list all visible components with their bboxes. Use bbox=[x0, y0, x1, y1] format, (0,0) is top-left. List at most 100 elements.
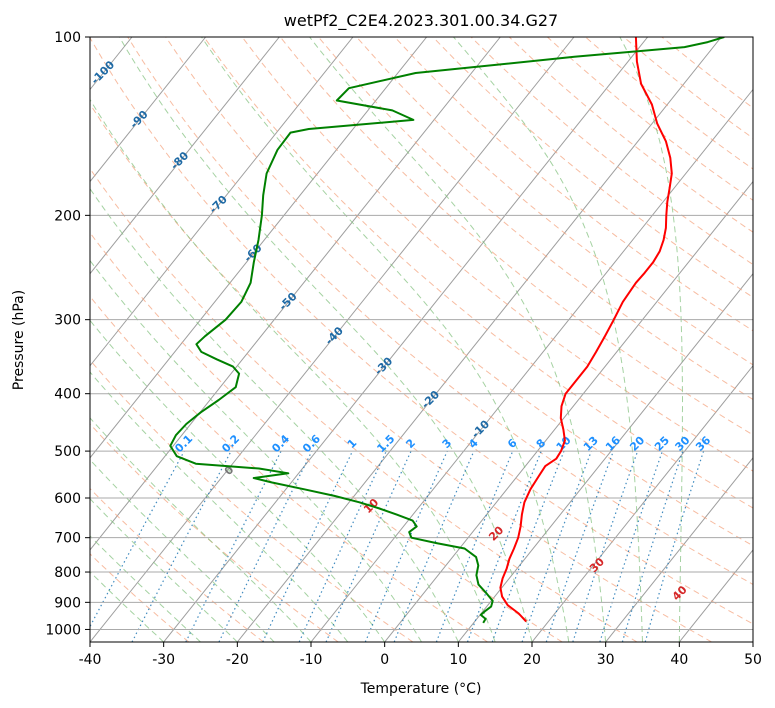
dry-adiabat-line bbox=[90, 295, 488, 642]
isotherm-line bbox=[90, 37, 501, 551]
y-tick-label: 200 bbox=[54, 208, 81, 224]
isotherm-line bbox=[678, 549, 753, 642]
mixing-ratio-label: 0.4 bbox=[269, 432, 292, 455]
series-line bbox=[499, 37, 673, 623]
dry-adiabat-line bbox=[90, 103, 712, 642]
chart-title: wetPf2_C2E4.2023.301.00.34.G27 bbox=[284, 11, 558, 31]
mixing-ratio-line bbox=[325, 450, 412, 642]
y-tick-label: 400 bbox=[54, 387, 81, 403]
isotherm-line bbox=[90, 37, 207, 183]
mixing-ratio-line bbox=[262, 450, 354, 642]
x-tick-label: -20 bbox=[226, 652, 249, 668]
dry-adiabat-line bbox=[165, 37, 753, 547]
dry-adiabat-label: -50 bbox=[276, 290, 299, 313]
dry-adiabat-line bbox=[127, 37, 753, 586]
moist-adiabat-line bbox=[90, 98, 496, 642]
mixing-ratio-lines bbox=[90, 450, 705, 642]
mixing-ratio-line bbox=[298, 450, 387, 642]
x-tick-label: 20 bbox=[523, 652, 541, 668]
mixing-ratio-label: 1 bbox=[345, 436, 360, 451]
isotherm-line bbox=[90, 37, 428, 459]
mixing-ratio-line bbox=[218, 450, 313, 642]
reference-line-labels: -100-90-80-70-60-50-40-30-20-100.1 0.2 0.4… bbox=[89, 58, 713, 603]
dry-adiabat-label: -30 bbox=[372, 354, 395, 377]
y-tick-label: 1000 bbox=[45, 622, 81, 638]
y-axis-ticks: 100 200 300 400 500 600 700 800 900 1000 bbox=[45, 30, 90, 638]
x-tick-label: -10 bbox=[300, 652, 323, 668]
mixing-ratio-line bbox=[599, 450, 663, 642]
y-tick-label: 100 bbox=[54, 30, 81, 46]
dry-adiabat-line bbox=[508, 37, 753, 233]
mixing-ratio-label: 0.6 bbox=[300, 432, 323, 455]
moist-adiabat-line bbox=[90, 535, 201, 642]
isotherm-line bbox=[384, 180, 753, 642]
isotherm-line bbox=[236, 37, 722, 642]
x-tick-label: 30 bbox=[597, 652, 615, 668]
moist-adiabat-line bbox=[201, 37, 570, 642]
mixing-ratio-line bbox=[572, 450, 639, 642]
mixing-ratio-label: 0.2 bbox=[219, 432, 242, 455]
dry-adiabat-line bbox=[318, 37, 753, 401]
series-line bbox=[169, 37, 725, 624]
dry-adiabat-label: -70 bbox=[207, 193, 230, 216]
mixing-ratio-line bbox=[621, 450, 684, 642]
mixing-ratio-line bbox=[644, 450, 705, 642]
x-axis-label: Temperature (°C) bbox=[360, 681, 482, 697]
moist-adiabat-line bbox=[90, 259, 422, 642]
dry-adiabat-lines bbox=[90, 37, 753, 642]
mixing-ratio-label: 2 bbox=[403, 436, 418, 451]
x-tick-label: 10 bbox=[449, 652, 467, 668]
profile-series bbox=[169, 37, 725, 624]
moist-adiabat-line bbox=[619, 37, 683, 642]
dry-adiabat-line bbox=[394, 37, 753, 332]
mixing-ratio-line bbox=[466, 450, 542, 642]
y-tick-label: 900 bbox=[54, 595, 81, 611]
isotherm-line bbox=[90, 37, 280, 275]
y-tick-label: 500 bbox=[54, 444, 81, 460]
x-tick-label: -30 bbox=[152, 652, 175, 668]
y-tick-label: 600 bbox=[54, 491, 81, 507]
isotherm-line bbox=[310, 88, 753, 642]
dry-adiabat-line bbox=[90, 359, 414, 642]
mixing-ratio-label: 1.5 bbox=[374, 432, 397, 455]
dry-adiabat-line bbox=[90, 487, 264, 642]
dry-adiabat-line bbox=[470, 37, 753, 266]
isotherm-line bbox=[457, 272, 753, 642]
x-tick-label: 40 bbox=[670, 652, 688, 668]
dry-adiabat-line bbox=[356, 37, 753, 366]
moist-adiabat-line bbox=[90, 571, 165, 642]
isotherm-line bbox=[605, 457, 753, 642]
dry-adiabat-line bbox=[547, 37, 753, 201]
pressure-gridlines bbox=[90, 37, 753, 630]
isotherm-line bbox=[531, 364, 753, 642]
x-tick-label: 50 bbox=[744, 652, 762, 668]
dry-adiabat-label: -100 bbox=[89, 58, 118, 87]
moist-adiabat-line bbox=[90, 371, 349, 642]
dry-adiabat-label: -80 bbox=[168, 149, 191, 172]
dry-adiabat-line bbox=[90, 231, 563, 642]
y-tick-label: 700 bbox=[54, 531, 81, 547]
x-tick-label: -40 bbox=[79, 652, 102, 668]
dry-adiabat-line bbox=[90, 553, 190, 642]
moist-adiabat-label: 20 bbox=[486, 523, 506, 543]
mixing-ratio-line bbox=[90, 450, 185, 628]
moist-adiabat-label: 40 bbox=[670, 583, 690, 603]
isotherm-line bbox=[752, 641, 753, 642]
dry-adiabat-line bbox=[203, 37, 753, 509]
dry-adiabat-label: -40 bbox=[323, 324, 346, 347]
mixing-ratio-line bbox=[185, 450, 282, 642]
mixing-ratio-label: 8 bbox=[534, 436, 549, 451]
x-tick-label: 0 bbox=[380, 652, 389, 668]
moist-adiabat-lines bbox=[90, 37, 683, 642]
mixing-ratio-line bbox=[435, 450, 514, 642]
moist-adiabat-line bbox=[453, 37, 643, 642]
moist-adiabat-line bbox=[118, 37, 533, 642]
y-tick-label: 300 bbox=[54, 313, 81, 329]
plot-frame bbox=[89, 36, 754, 643]
isotherm-line bbox=[90, 37, 354, 367]
moist-adiabat-line bbox=[90, 319, 386, 642]
dry-adiabat-line bbox=[90, 423, 339, 642]
isotherm-line bbox=[0, 37, 58, 642]
isotherm-line bbox=[163, 37, 649, 642]
